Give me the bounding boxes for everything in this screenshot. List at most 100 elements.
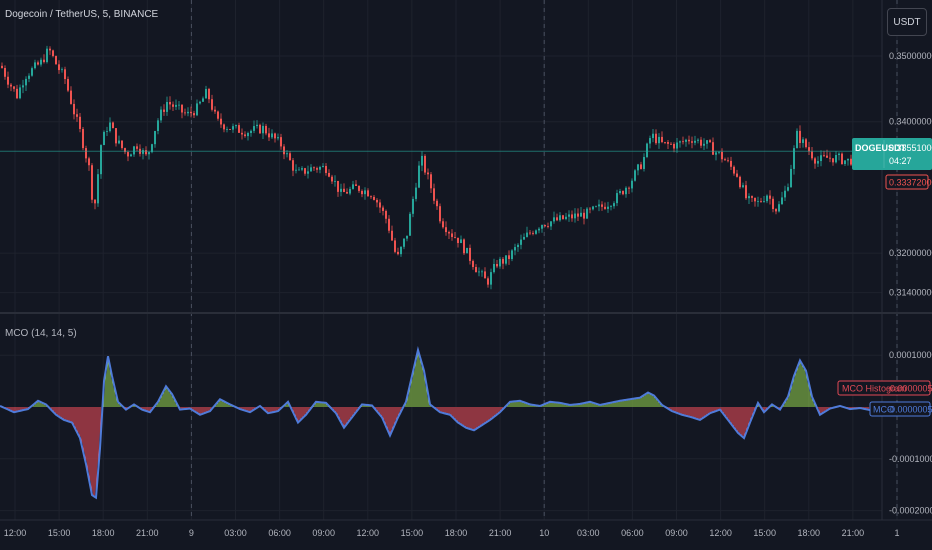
candle[interactable] <box>481 269 483 277</box>
candle[interactable] <box>79 113 81 133</box>
candle[interactable] <box>343 183 345 193</box>
candle[interactable] <box>61 67 63 73</box>
candle[interactable] <box>556 213 558 222</box>
candle[interactable] <box>454 232 456 239</box>
candle[interactable] <box>844 160 846 167</box>
candle[interactable] <box>370 195 372 199</box>
candle[interactable] <box>70 86 72 105</box>
candle[interactable] <box>247 131 249 141</box>
candle[interactable] <box>277 133 279 141</box>
candle[interactable] <box>49 46 51 55</box>
candle[interactable] <box>154 130 156 148</box>
candle[interactable] <box>610 205 612 211</box>
candle[interactable] <box>334 175 336 187</box>
candle[interactable] <box>529 229 531 236</box>
candle[interactable] <box>733 165 735 176</box>
candle[interactable] <box>730 156 732 171</box>
candle[interactable] <box>763 195 765 203</box>
candle[interactable] <box>784 185 786 201</box>
candle[interactable] <box>520 234 522 250</box>
candle[interactable] <box>820 150 822 167</box>
candle[interactable] <box>478 267 480 277</box>
candle[interactable] <box>280 133 282 150</box>
candle[interactable] <box>325 163 327 176</box>
candle[interactable] <box>220 113 222 128</box>
candle[interactable] <box>163 104 165 116</box>
candle[interactable] <box>406 235 408 242</box>
candle[interactable] <box>715 150 717 161</box>
candle[interactable] <box>688 135 690 145</box>
candle[interactable] <box>319 165 321 174</box>
candle[interactable] <box>136 143 138 152</box>
candle[interactable] <box>259 123 261 135</box>
candle[interactable] <box>619 188 621 195</box>
candle[interactable] <box>634 169 636 182</box>
candle[interactable] <box>706 139 708 149</box>
candle[interactable] <box>193 110 195 119</box>
candle[interactable] <box>592 205 594 211</box>
candle[interactable] <box>91 163 93 204</box>
candle[interactable] <box>346 188 348 194</box>
candle[interactable] <box>100 144 102 179</box>
candle[interactable] <box>340 183 342 197</box>
candle[interactable] <box>349 186 351 196</box>
candle[interactable] <box>418 161 420 189</box>
candle[interactable] <box>772 196 774 213</box>
candle[interactable] <box>718 151 720 155</box>
candle[interactable] <box>31 66 33 77</box>
candle[interactable] <box>445 221 447 236</box>
candle[interactable] <box>490 268 492 290</box>
candle[interactable] <box>817 156 819 167</box>
candle[interactable] <box>742 182 744 189</box>
candle[interactable] <box>661 131 663 144</box>
candle[interactable] <box>586 207 588 219</box>
candle[interactable] <box>754 197 756 207</box>
candle[interactable] <box>7 71 9 89</box>
candle[interactable] <box>37 60 39 66</box>
candle[interactable] <box>517 243 519 252</box>
candle[interactable] <box>580 206 582 217</box>
candle[interactable] <box>85 145 87 163</box>
candle[interactable] <box>199 100 201 105</box>
candle[interactable] <box>622 190 624 196</box>
candle[interactable] <box>316 166 318 173</box>
candle[interactable] <box>19 84 21 100</box>
candle[interactable] <box>202 96 204 102</box>
candle[interactable] <box>808 141 810 156</box>
candle[interactable] <box>559 212 561 222</box>
candle[interactable] <box>655 129 657 145</box>
candle[interactable] <box>43 54 45 64</box>
candle[interactable] <box>466 247 468 254</box>
candle[interactable] <box>793 145 795 175</box>
candle[interactable] <box>388 215 390 234</box>
candle[interactable] <box>172 101 174 111</box>
candle[interactable] <box>508 250 510 265</box>
candle[interactable] <box>52 49 54 58</box>
candle[interactable] <box>304 167 306 176</box>
candle[interactable] <box>253 120 255 134</box>
candle[interactable] <box>82 127 84 151</box>
candle[interactable] <box>67 76 69 93</box>
candle[interactable] <box>712 137 714 155</box>
candle[interactable] <box>109 117 111 133</box>
candle[interactable] <box>223 123 225 133</box>
candle[interactable] <box>550 220 552 230</box>
candle[interactable] <box>484 267 486 279</box>
candle[interactable] <box>625 186 627 198</box>
candle[interactable] <box>127 150 129 162</box>
candle[interactable] <box>151 143 153 154</box>
candle[interactable] <box>190 106 192 118</box>
candle[interactable] <box>598 199 600 212</box>
candle[interactable] <box>577 208 579 221</box>
candle[interactable] <box>682 136 684 145</box>
candle[interactable] <box>847 158 849 166</box>
candle[interactable] <box>142 148 144 160</box>
candle[interactable] <box>379 199 381 213</box>
candle[interactable] <box>112 121 114 129</box>
candle[interactable] <box>664 141 666 145</box>
candle[interactable] <box>778 201 780 213</box>
candle[interactable] <box>562 214 564 220</box>
candle[interactable] <box>781 191 783 205</box>
candle[interactable] <box>208 87 210 104</box>
candle[interactable] <box>652 129 654 143</box>
